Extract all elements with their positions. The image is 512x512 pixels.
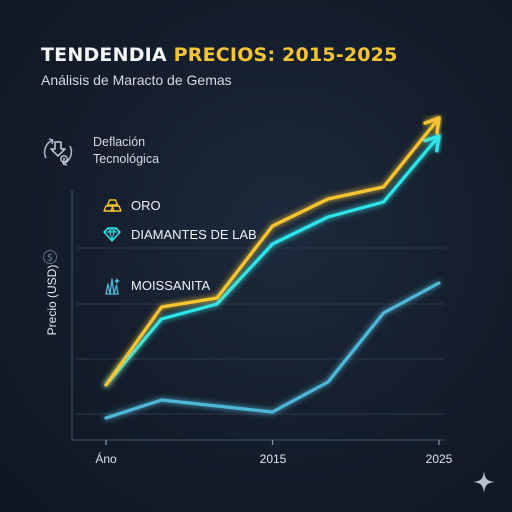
gold-bars-icon	[103, 199, 122, 212]
series-line-oro	[104, 116, 441, 387]
x-tick-label: 2015	[259, 452, 287, 466]
legend-item-oro: ORO	[101, 197, 161, 213]
legend-label-diamantes: DIAMANTES DE LAB	[131, 226, 257, 242]
title-yellow-part: PRECIOS: 2015-2025	[173, 44, 398, 66]
crystal-icon	[105, 278, 120, 295]
dollar-icon: $	[43, 250, 57, 264]
arrowhead-oro	[423, 116, 441, 135]
legend-item-moissanita: MOISSANITA	[101, 275, 210, 295]
series-line-moissanita	[104, 281, 441, 420]
y-axis-label: Precio (USD)	[45, 264, 59, 336]
title-white-part: TENDENDIA	[41, 44, 174, 66]
badge-text: Deflación Tecnológica	[93, 134, 159, 168]
series-lines	[104, 116, 441, 420]
page-subtitle: Análisis de Maracto de Gemas	[41, 72, 232, 88]
x-tick-label: Áno	[95, 452, 117, 466]
badge-line1: Deflación	[93, 135, 146, 149]
grid-lines	[76, 247, 445, 415]
sparkle-icon	[473, 471, 495, 493]
diamond-icon	[103, 227, 121, 242]
page-title: TENDENDIA PRECIOS: 2015-2025	[41, 44, 398, 66]
badge-line2: Tecnológica	[93, 152, 160, 166]
legend-item-diamantes: DIAMANTES DE LAB	[101, 226, 257, 242]
legend-label-moissanita: MOISSANITA	[131, 277, 211, 293]
series-line-diamantes-de-lab	[104, 134, 441, 387]
svg-text:$: $	[47, 253, 53, 264]
legend-label-oro: ORO	[131, 197, 161, 213]
axes	[71, 190, 445, 445]
gear-down-arrow-icon	[43, 138, 73, 166]
arrowhead-diamantes-de-lab	[423, 134, 441, 153]
x-tick-label: 2025	[425, 452, 453, 466]
